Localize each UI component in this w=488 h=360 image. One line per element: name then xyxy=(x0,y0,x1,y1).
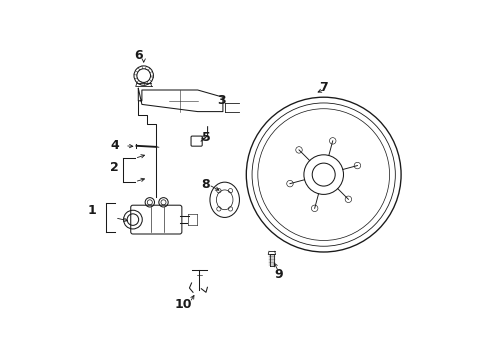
Text: 1: 1 xyxy=(87,204,96,217)
Text: 9: 9 xyxy=(274,268,283,281)
Text: 3: 3 xyxy=(216,94,225,107)
Text: 4: 4 xyxy=(110,139,119,152)
Text: 7: 7 xyxy=(319,81,327,94)
Text: 2: 2 xyxy=(110,161,118,174)
Text: 10: 10 xyxy=(174,298,192,311)
Text: 6: 6 xyxy=(134,49,142,62)
Text: 5: 5 xyxy=(202,131,211,144)
Text: 8: 8 xyxy=(201,178,210,191)
